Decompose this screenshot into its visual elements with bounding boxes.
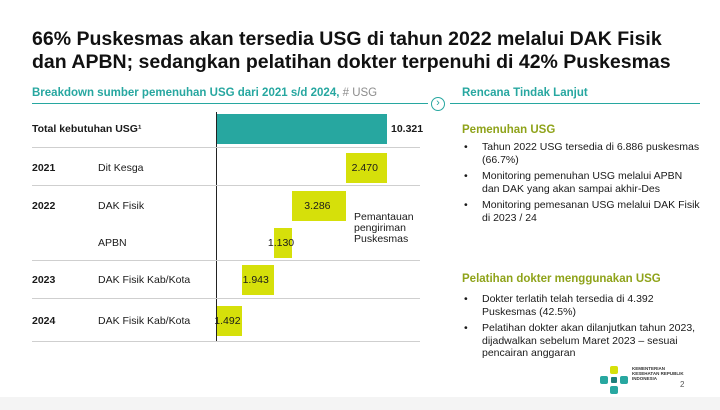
bar-value-label: 10.321 (391, 123, 424, 135)
chart-heading-text: Breakdown sumber pemenuhan USG dari 2021… (32, 87, 340, 99)
row-year: 2023 (32, 274, 56, 286)
ministry-logo-text: KEMENTERIAN KESEHATAN REPUBLIK INDONESIA (632, 366, 684, 381)
rtl-list-usg: Tahun 2022 USG tersedia di 6.886 puskesm… (462, 141, 702, 228)
bar-value-label: 1.492 (214, 315, 241, 327)
chart-axis (216, 112, 217, 342)
row-label: Total kebutuhan USG¹ (32, 123, 142, 135)
row-label: APBN (98, 237, 127, 249)
list-item: Monitoring pemenuhan USG melalui APBN da… (462, 170, 702, 195)
chart-annotation: Pemantauan pengiriman Puskesmas (354, 211, 414, 245)
chevron-right-icon: › (431, 97, 445, 111)
bar-value-label: 2.470 (351, 162, 378, 174)
row-year: 2021 (32, 162, 56, 174)
row-year: 2022 (32, 200, 56, 212)
row-separator (32, 298, 420, 299)
row-label: DAK Fisik Kab/Kota (98, 315, 191, 327)
bar-value-label: 1.943 (242, 274, 269, 286)
row-separator (32, 341, 420, 342)
row-label: Dit Kesga (98, 162, 144, 174)
waterfall-bar (346, 153, 387, 183)
row-year: 2024 (32, 315, 56, 327)
waterfall-bar (292, 191, 347, 221)
chart-unit: # USG (339, 87, 378, 99)
list-item: Tahun 2022 USG tersedia di 6.886 puskesm… (462, 141, 702, 166)
rtl-list-training: Dokter terlatih telah tersedia di 4.392 … (462, 293, 702, 364)
page-title: 66% Puskesmas akan tersedia USG di tahun… (32, 28, 671, 73)
footer-band (0, 397, 720, 410)
ministry-logo-mark (600, 366, 628, 394)
bar-value-label: 3.286 (304, 200, 331, 212)
list-item: Monitoring pemesanan USG melalui DAK Fis… (462, 199, 702, 224)
left-divider (32, 103, 428, 104)
waterfall-bar (241, 265, 274, 295)
row-label: DAK Fisik (98, 200, 145, 212)
bar-value-label: 1.130 (267, 237, 295, 249)
row-separator (32, 260, 420, 261)
list-item: Dokter terlatih telah tersedia di 4.392 … (462, 293, 702, 318)
ministry-logo: KEMENTERIAN KESEHATAN REPUBLIK INDONESIA (598, 364, 694, 396)
row-separator (32, 147, 420, 148)
row-label: DAK Fisik Kab/Kota (98, 274, 191, 286)
page-number: 2 (680, 380, 685, 389)
rtl-heading-usg: Pemenuhan USG (462, 124, 556, 136)
list-item: Pelatihan dokter akan dilanjutkan tahun … (462, 322, 702, 360)
plan-section-heading: Rencana Tindak Lanjut (462, 87, 588, 99)
waterfall-bar (217, 306, 242, 336)
waterfall-bar (273, 228, 293, 258)
right-divider (450, 103, 700, 104)
rtl-heading-training: Pelatihan dokter menggunakan USG (462, 273, 661, 285)
total-bar (217, 114, 387, 144)
chart-section-heading: Breakdown sumber pemenuhan USG dari 2021… (32, 87, 377, 99)
row-separator (32, 185, 420, 186)
